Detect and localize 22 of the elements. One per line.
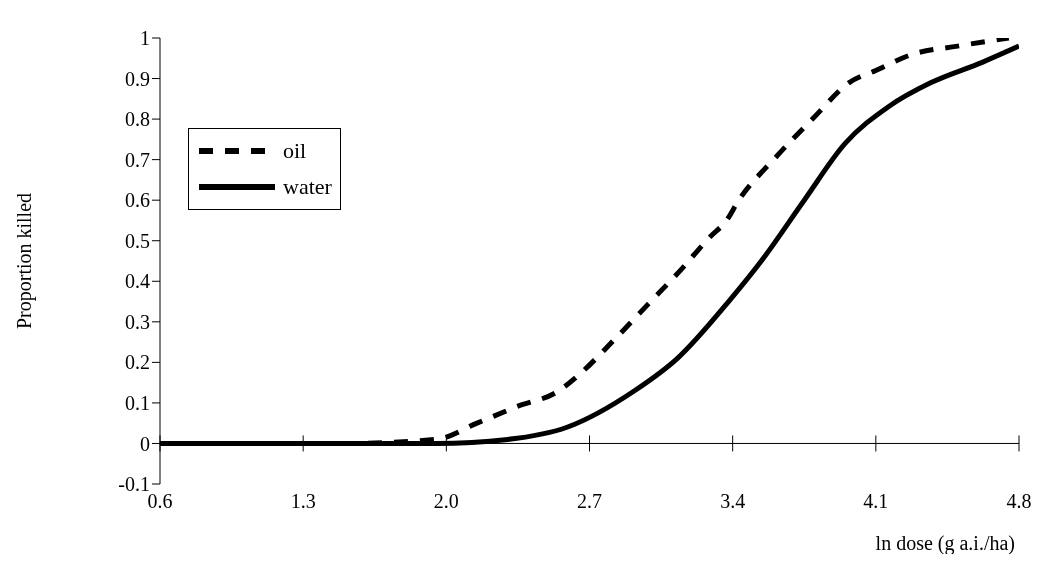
y-tick-label: 0.4	[125, 270, 150, 293]
y-tick-label: 0.8	[125, 108, 150, 131]
x-axis-title: ln dose (g a.i./ha)	[875, 532, 1015, 555]
legend-label: oil	[283, 138, 307, 164]
y-tick-label: 1	[140, 27, 150, 50]
x-tick-label: 2.7	[577, 490, 602, 512]
y-tick-label: -0.1	[118, 473, 150, 496]
y-tick-label: 0.9	[125, 67, 150, 90]
x-tick-label: 4.1	[863, 490, 889, 512]
legend-label: water	[283, 174, 332, 200]
x-tick-label: 3.4	[720, 490, 746, 512]
y-tick-label: 0	[140, 432, 150, 455]
y-tick-label: 0.3	[125, 310, 150, 333]
y-tick-label: 0.6	[125, 189, 150, 212]
y-axis-title: Proportion killed	[13, 192, 37, 330]
y-tick-label: 0.5	[125, 229, 150, 252]
x-tick-label: 4.8	[1006, 490, 1032, 512]
x-tick-label: 2.0	[433, 490, 459, 512]
y-tick-label: 0.7	[125, 148, 150, 171]
y-tick-label: 0.1	[125, 392, 150, 415]
y-tick-label: 0.2	[125, 351, 150, 374]
x-tick-label: 1.3	[290, 490, 316, 512]
